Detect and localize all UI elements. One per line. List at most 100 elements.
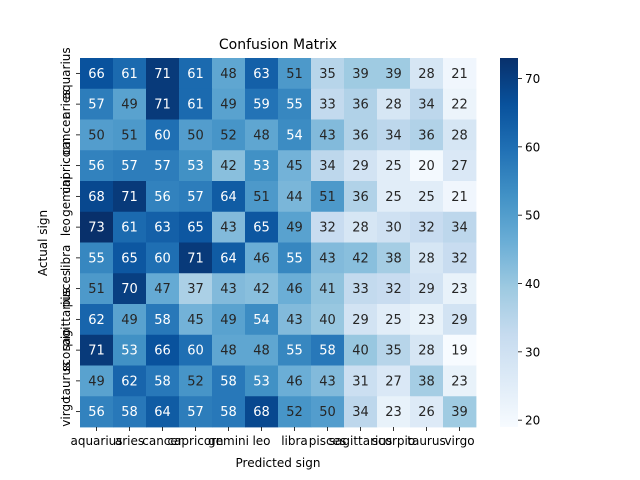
- heatmap-cell: [212, 273, 246, 305]
- chart-title: Confusion Matrix: [219, 37, 337, 53]
- cell-value-label: 68: [253, 405, 270, 420]
- cell-value-label: 45: [286, 159, 303, 174]
- heatmap-cell: [113, 181, 147, 213]
- cell-value-label: 43: [319, 374, 336, 389]
- colorbar-tick-label: 60: [525, 140, 540, 154]
- cell-value-label: 36: [418, 128, 435, 143]
- cell-value-label: 58: [319, 344, 336, 359]
- y-tick-label: libra: [59, 245, 73, 272]
- heatmap-cell: [113, 150, 147, 182]
- cell-value-label: 38: [418, 374, 435, 389]
- heatmap-cell: [410, 181, 444, 213]
- cell-value-label: 49: [220, 313, 237, 328]
- cell-value-label: 64: [220, 251, 237, 266]
- heatmap-cell: [245, 334, 279, 366]
- heatmap-cell: [410, 273, 444, 305]
- heatmap-cell: [344, 119, 378, 151]
- heatmap-cell: [344, 58, 378, 90]
- cell-value-label: 50: [88, 128, 105, 143]
- heatmap-cell: [146, 211, 180, 243]
- heatmap-cell: [278, 211, 312, 243]
- heatmap-cell: [113, 242, 147, 274]
- cell-value-label: 25: [385, 313, 402, 328]
- heatmap-cell: [410, 88, 444, 120]
- heatmap-cell: [443, 150, 477, 182]
- cell-value-label: 52: [286, 405, 303, 420]
- heatmap-cell: [212, 396, 246, 428]
- heatmap-cell: [377, 150, 411, 182]
- heatmap-cell: [80, 88, 114, 120]
- heatmap-cell: [146, 304, 180, 336]
- heatmap-cell: [377, 88, 411, 120]
- heatmap-cell: [410, 150, 444, 182]
- heatmap-cell: [278, 181, 312, 213]
- heatmap-cell: [344, 396, 378, 428]
- heatmap-cell: [113, 88, 147, 120]
- cell-value-label: 57: [187, 405, 204, 420]
- cell-value-label: 51: [286, 67, 303, 82]
- heatmap-cell: [113, 304, 147, 336]
- cell-value-label: 51: [253, 190, 270, 205]
- heatmap-cell: [410, 304, 444, 336]
- cell-value-label: 71: [154, 98, 171, 113]
- cell-value-label: 33: [352, 282, 369, 297]
- heatmap-cell: [146, 396, 180, 428]
- heatmap-cell: [113, 365, 147, 397]
- cell-value-label: 48: [220, 344, 237, 359]
- heatmap-cell: [311, 334, 345, 366]
- heatmap-cell: [80, 211, 114, 243]
- heatmap-cell: [443, 365, 477, 397]
- cell-value-label: 32: [319, 221, 336, 236]
- heatmap-cell: [377, 242, 411, 274]
- y-tick-label: pisces: [59, 270, 73, 307]
- cell-value-label: 35: [385, 344, 402, 359]
- heatmap-cell: [80, 273, 114, 305]
- cell-value-label: 37: [187, 282, 204, 297]
- cell-value-label: 27: [451, 159, 468, 174]
- heatmap-cell: [179, 181, 213, 213]
- heatmap-cell: [410, 242, 444, 274]
- heatmap-cell: [179, 242, 213, 274]
- cell-value-label: 28: [385, 98, 402, 113]
- cell-value-label: 64: [154, 405, 171, 420]
- x-tick-label: scorpio: [372, 434, 415, 448]
- heatmap-cell: [311, 181, 345, 213]
- heatmap-cell: [344, 242, 378, 274]
- heatmap-cell: [443, 396, 477, 428]
- y-tick-label: capricorn: [59, 138, 73, 194]
- colorbar-tick-label: 70: [525, 72, 540, 86]
- cell-value-label: 61: [187, 98, 204, 113]
- cell-value-label: 39: [385, 67, 402, 82]
- cell-value-label: 73: [88, 221, 105, 236]
- heatmap-cell: [146, 273, 180, 305]
- cell-value-label: 49: [121, 98, 138, 113]
- cell-value-label: 48: [253, 344, 270, 359]
- heatmap-cell: [146, 58, 180, 90]
- heatmap-cell: [344, 88, 378, 120]
- heatmap-cell: [410, 334, 444, 366]
- cell-value-label: 44: [286, 190, 303, 205]
- heatmap-cell: [311, 211, 345, 243]
- heatmap-cell: [212, 211, 246, 243]
- heatmap-cell: [245, 242, 279, 274]
- heatmap-cell: [278, 365, 312, 397]
- cell-value-label: 58: [121, 405, 138, 420]
- heatmap-cell: [278, 273, 312, 305]
- heatmap-cell: [245, 396, 279, 428]
- heatmap-cell: [443, 88, 477, 120]
- cell-value-label: 29: [352, 159, 369, 174]
- cell-value-label: 63: [253, 67, 270, 82]
- heatmap-cell: [311, 58, 345, 90]
- heatmap-cell: [146, 119, 180, 151]
- cell-value-label: 28: [418, 251, 435, 266]
- heatmap-cell: [278, 334, 312, 366]
- heatmap-cell: [311, 365, 345, 397]
- cell-value-label: 28: [418, 67, 435, 82]
- heatmap-cell: [344, 365, 378, 397]
- cell-value-label: 60: [154, 251, 171, 266]
- heatmap-cell: [377, 119, 411, 151]
- cell-value-label: 55: [286, 251, 303, 266]
- cell-value-label: 56: [154, 190, 171, 205]
- x-tick-label: gemini: [208, 434, 249, 448]
